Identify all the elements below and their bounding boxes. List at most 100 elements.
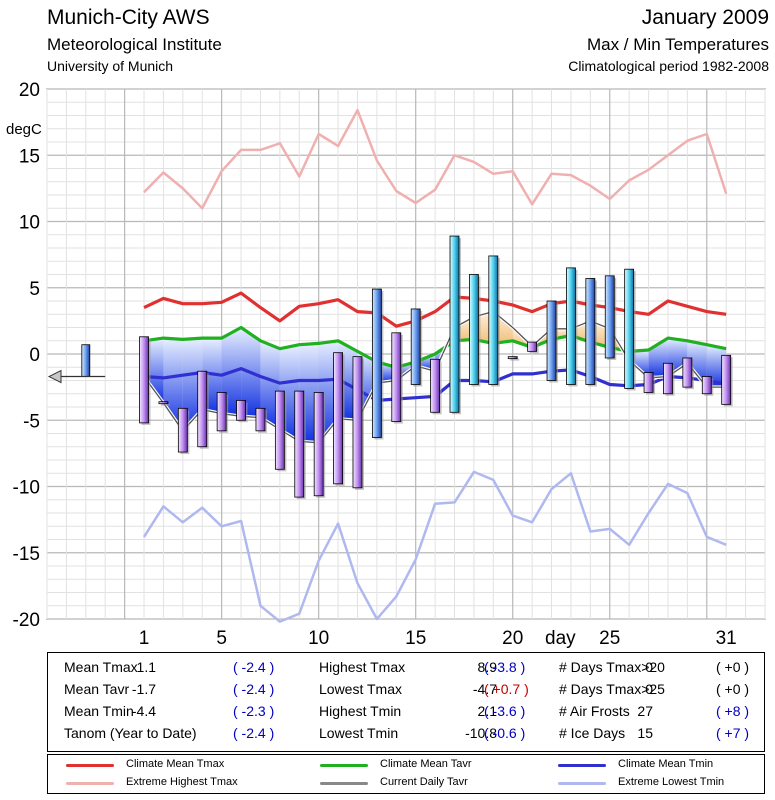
legend-label: Climate Mean Tmin bbox=[618, 758, 714, 770]
daily-temp-bar bbox=[236, 399, 246, 421]
daily-temp-bar bbox=[507, 356, 518, 360]
stats-row: Mean Tavr -1.7( -2.4 ) Lowest Tmax -4.7( +0… bbox=[48, 681, 764, 702]
y-tick-label: -5 bbox=[23, 411, 40, 432]
stat-value: 8.9 bbox=[477, 659, 497, 675]
daily-temp-bar bbox=[449, 235, 460, 413]
stat-label: # Ice Days bbox=[559, 725, 626, 741]
daily-temp-bar bbox=[604, 275, 615, 359]
stats-table: Mean Tmax 1.1( -2.4 ) Highest Tmax 8.9( -3.… bbox=[47, 652, 765, 752]
stat-label: Lowest Tmax bbox=[319, 681, 402, 697]
x-tick-label: 15 bbox=[405, 628, 426, 649]
daily-temp-bar bbox=[333, 352, 343, 485]
daily-temp-bar bbox=[469, 274, 479, 385]
daily-temp-bar bbox=[585, 278, 596, 385]
daily-temp-bar bbox=[663, 362, 673, 395]
daily-temp-bar bbox=[158, 401, 169, 405]
stat-value: -4.7 bbox=[472, 681, 497, 697]
legend-label: Current Daily Tavr bbox=[380, 776, 468, 788]
legend-label: Extreme Lowest Tmin bbox=[618, 776, 725, 788]
stat-value: 2.1 bbox=[477, 703, 497, 719]
y-tick-label: -15 bbox=[13, 544, 40, 565]
daily-temp-bar bbox=[294, 390, 305, 498]
daily-temp-bar bbox=[566, 267, 576, 385]
previous-month-arrow bbox=[47, 369, 62, 384]
stats-row: Tanom (Year to Date) ( -2.4 ) Lowest Tmin -… bbox=[48, 725, 764, 746]
x-tick-label: 31 bbox=[716, 628, 737, 649]
legend: Climate Mean Tmax Climate Mean Tavr Climat… bbox=[47, 754, 765, 794]
y-axis-unit: degC bbox=[6, 121, 42, 138]
previous-month-marker bbox=[47, 344, 106, 384]
legend-swatch bbox=[320, 782, 368, 785]
stats-row: Mean Tmin -4.4 ( -2.3 ) Highest Tmin 2.1( -3… bbox=[48, 703, 764, 724]
daily-bar-shadow bbox=[160, 403, 170, 406]
stat-anomaly: ( +8 ) bbox=[716, 703, 750, 719]
y-tick-label: -20 bbox=[13, 610, 40, 631]
x-axis-labels: 1 5 10 15 20 25 31 bbox=[139, 628, 737, 649]
daily-temp-bar bbox=[255, 407, 266, 432]
stat-value: 15 bbox=[637, 725, 653, 741]
stat-value: 1.1 bbox=[136, 659, 156, 675]
stat-label: Lowest Tmin bbox=[319, 725, 399, 741]
stat-label: Highest Tmax bbox=[319, 659, 406, 675]
stat-anomaly: ( -2.4 ) bbox=[233, 681, 275, 697]
legend-swatch bbox=[66, 782, 114, 785]
y-tick-label: 10 bbox=[19, 213, 40, 234]
x-tick-label: 25 bbox=[599, 628, 620, 649]
stat-value: 27 bbox=[637, 703, 653, 719]
x-tick-label: 10 bbox=[308, 628, 329, 649]
stat-label: Mean Tmin bbox=[64, 703, 134, 719]
daily-bar-shadow bbox=[510, 358, 520, 361]
stat-anomaly: ( -3.6 ) bbox=[484, 703, 526, 719]
extreme-lowest-tmin-line bbox=[142, 470, 727, 623]
stat-label: # Days Tmax>25 bbox=[559, 681, 665, 697]
daily-temp-bar bbox=[274, 390, 285, 470]
stat-anomaly: ( -2.4 ) bbox=[233, 725, 275, 741]
stat-anomaly: ( -2.4 ) bbox=[233, 659, 275, 675]
y-tick-label: 15 bbox=[19, 146, 40, 167]
daily-temp-bar bbox=[177, 407, 188, 453]
daily-temp-bar bbox=[139, 336, 149, 424]
daily-temp-bar bbox=[701, 376, 712, 395]
legend-label: Climate Mean Tmax bbox=[126, 758, 225, 770]
stat-label: Tanom (Year to Date) bbox=[64, 725, 197, 741]
y-tick-label: 5 bbox=[29, 279, 40, 300]
daily-temp-bar bbox=[352, 356, 363, 489]
stat-label: Highest Tmin bbox=[319, 703, 402, 719]
y-tick-label: 0 bbox=[29, 345, 40, 366]
daily-temp-bar bbox=[624, 268, 635, 389]
grid bbox=[46, 88, 766, 620]
y-tick-label: 20 bbox=[19, 80, 40, 101]
stat-anomaly: ( +0 ) bbox=[716, 659, 750, 675]
daily-temp-bar bbox=[488, 255, 499, 385]
daily-temp-bar bbox=[371, 288, 382, 438]
stat-label: # Air Frosts bbox=[559, 703, 630, 719]
stats-row: Mean Tmax 1.1 ( -2.4 ) Highest Tmax 8.9( -3.… bbox=[48, 659, 764, 680]
daily-temp-bar bbox=[682, 357, 693, 388]
stat-value: 0 bbox=[645, 659, 653, 675]
stat-value: 0 bbox=[645, 681, 653, 697]
daily-temp-bar bbox=[216, 392, 227, 432]
daily-temp-bar bbox=[721, 354, 732, 405]
stat-value: -1.7 bbox=[131, 681, 156, 697]
legend-swatch bbox=[66, 764, 114, 767]
extreme-highest-tmax-line bbox=[143, 108, 728, 210]
stat-anomaly: ( -3.8 ) bbox=[484, 659, 526, 675]
stat-label: # Days Tmax>20 bbox=[559, 659, 665, 675]
daily-temp-bar bbox=[546, 300, 557, 381]
stat-anomaly: ( -2.3 ) bbox=[233, 703, 275, 719]
x-tick-label: 5 bbox=[216, 628, 227, 649]
institute-name: Meteorological Institute bbox=[47, 35, 222, 54]
x-axis-title: day bbox=[545, 628, 576, 649]
stat-anomaly: ( +0.7 ) bbox=[484, 681, 529, 697]
daily-temp-bar bbox=[527, 341, 538, 352]
legend-swatch bbox=[558, 764, 606, 767]
daily-temp-bar bbox=[197, 370, 208, 448]
stat-label: Mean Tmax bbox=[64, 659, 138, 675]
stat-anomaly: ( +7 ) bbox=[716, 725, 750, 741]
daily-temp-bar bbox=[430, 358, 441, 413]
previous-month-bar bbox=[81, 344, 91, 377]
cold-anomaly-fill bbox=[687, 340, 707, 388]
x-tick-label: 20 bbox=[502, 628, 523, 649]
university-name: University of Munich bbox=[47, 58, 174, 74]
daily-bars bbox=[139, 235, 733, 500]
